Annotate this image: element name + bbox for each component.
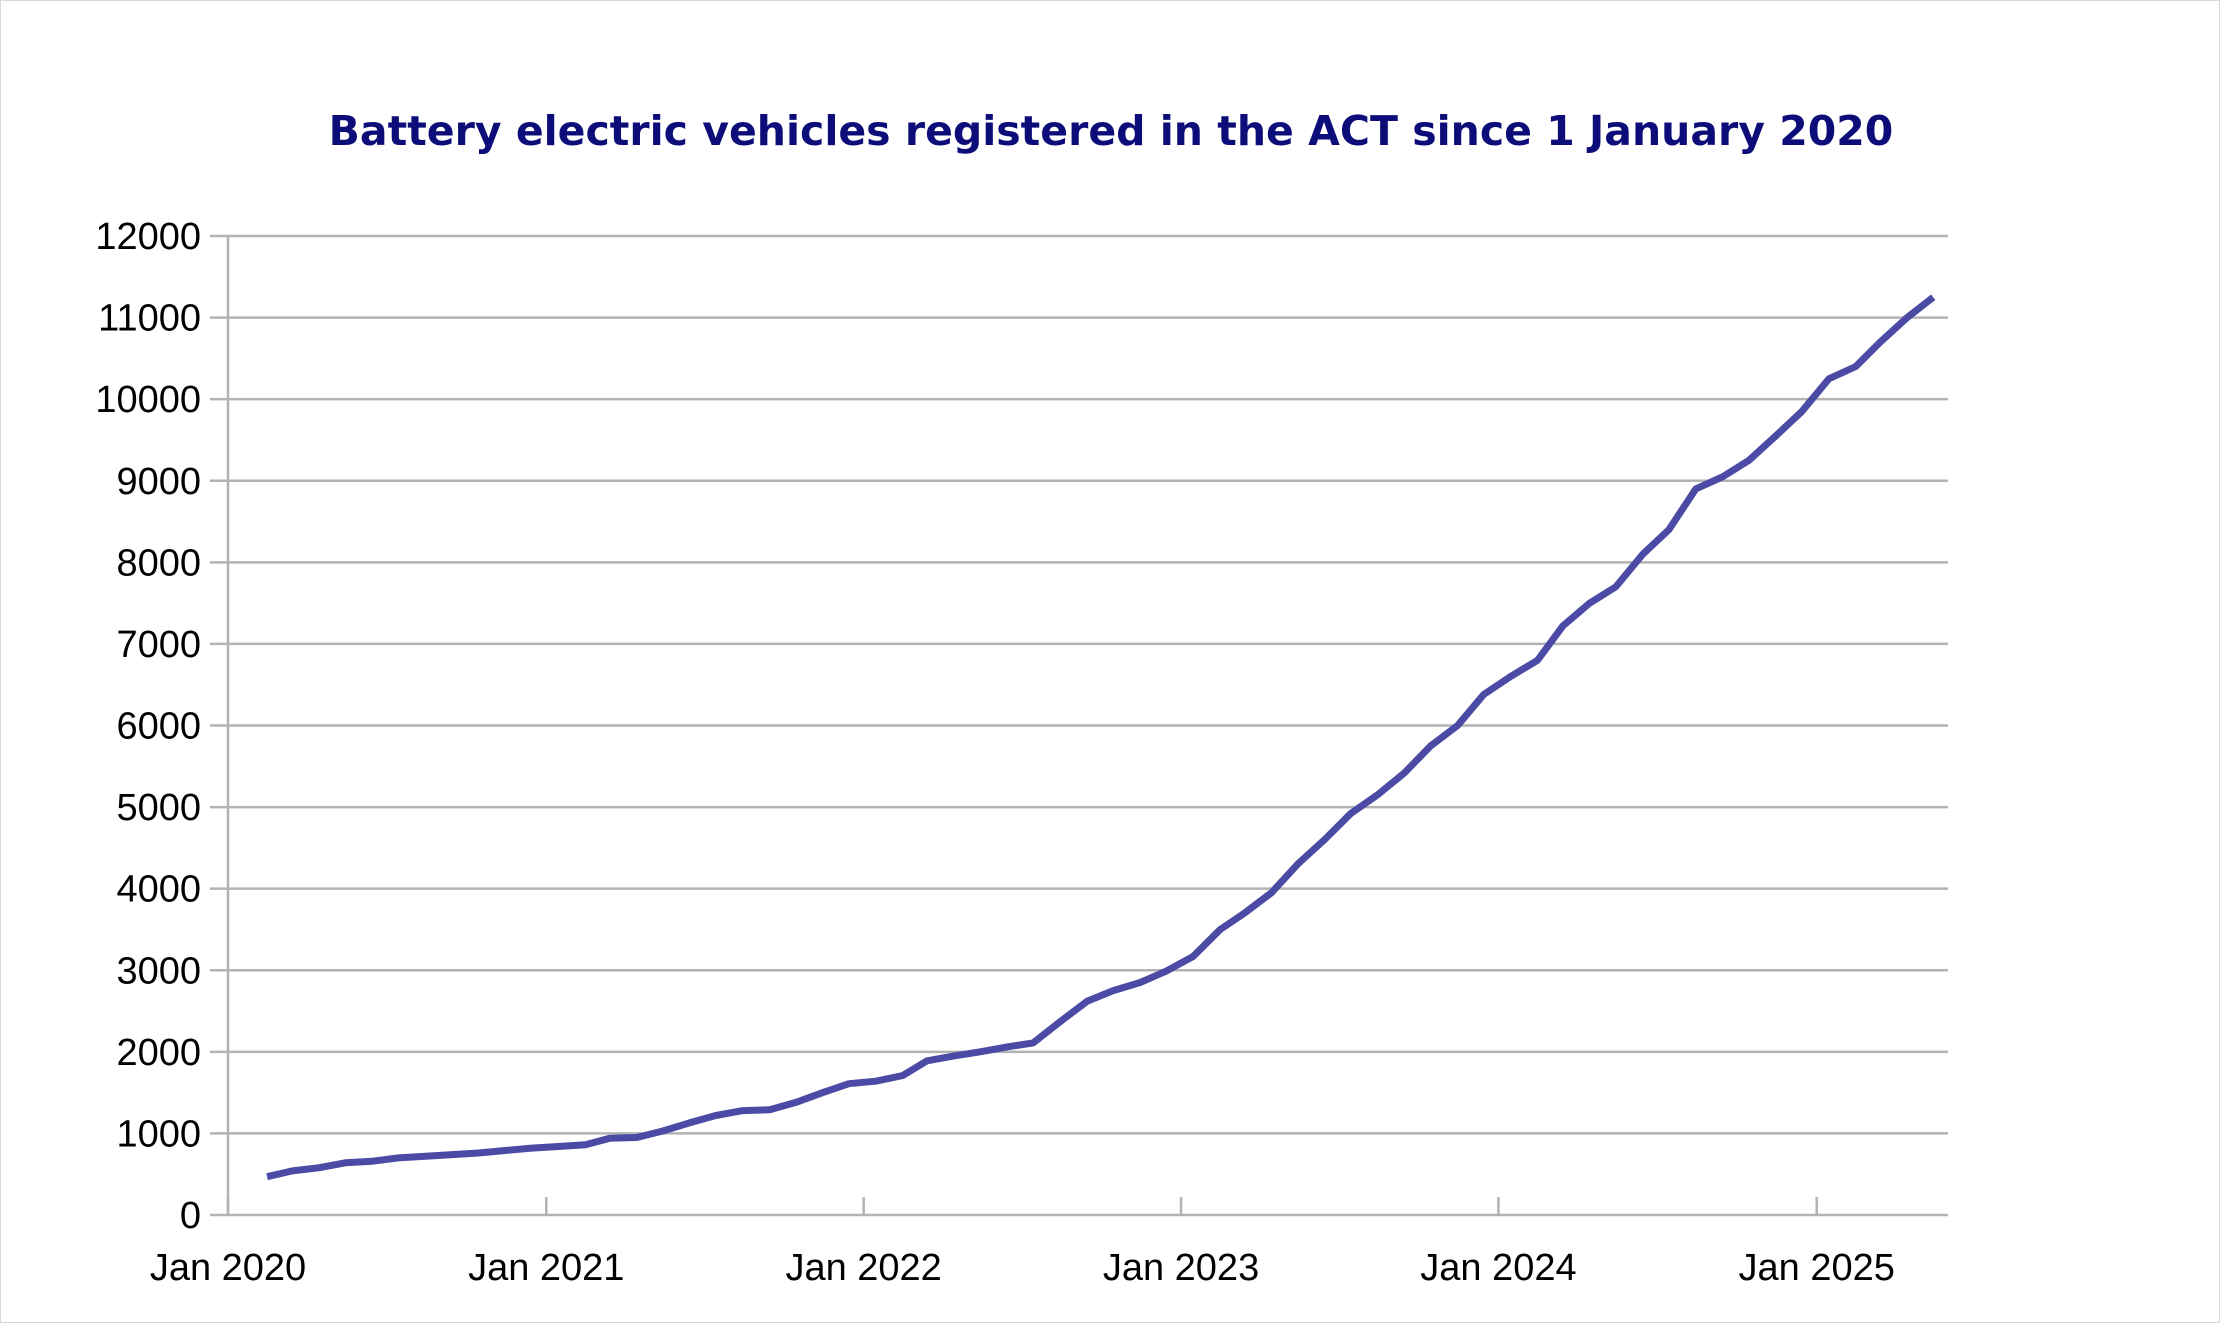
x-tick-label: Jan 2025 bbox=[1739, 1247, 1895, 1289]
x-tick-label: Jan 2023 bbox=[1103, 1247, 1259, 1289]
y-tick-label: 5000 bbox=[116, 787, 201, 829]
y-tick-label: 3000 bbox=[116, 950, 201, 992]
y-tick-label: 2000 bbox=[116, 1032, 201, 1074]
y-tick-label: 1000 bbox=[116, 1113, 201, 1155]
series-line bbox=[266, 294, 1936, 1181]
series-group bbox=[266, 294, 1936, 1181]
chart-title: Battery electric vehicles registered in … bbox=[329, 107, 1894, 155]
y-tick-label: 12000 bbox=[95, 216, 201, 258]
y-tick-label: 10000 bbox=[95, 379, 201, 421]
axes bbox=[226, 236, 1948, 1217]
x-tick-labels: Jan 2020 Jan 2021 Jan 2022 Jan 2023 Jan 2024… bbox=[150, 1247, 1895, 1289]
y-tick-label: 0 bbox=[180, 1195, 201, 1237]
y-tick-label: 6000 bbox=[116, 706, 201, 748]
x-tick-label: Jan 2020 bbox=[150, 1247, 306, 1289]
y-gridlines bbox=[210, 234, 1948, 1217]
x-tick-label: Jan 2021 bbox=[468, 1247, 624, 1289]
y-tick-label: 9000 bbox=[116, 461, 201, 503]
y-tick-label: 7000 bbox=[116, 624, 201, 666]
x-tick-label: Jan 2024 bbox=[1420, 1247, 1576, 1289]
y-tick-label: 4000 bbox=[116, 869, 201, 911]
y-tick-label: 8000 bbox=[116, 542, 201, 584]
x-tick-label: Jan 2022 bbox=[785, 1247, 941, 1289]
y-tick-labels: 0 1000 2000 3000 4000 5000 6000 7000 8000 9000 100… bbox=[95, 216, 201, 1237]
y-tick-label: 11000 bbox=[98, 298, 201, 340]
